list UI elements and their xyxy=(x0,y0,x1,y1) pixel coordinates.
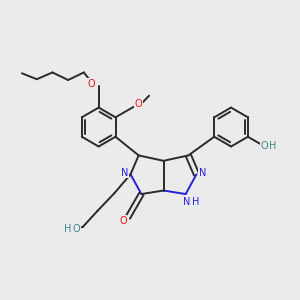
Text: O: O xyxy=(135,99,142,109)
Text: N: N xyxy=(121,168,128,178)
Text: N: N xyxy=(199,168,206,178)
Text: O: O xyxy=(87,79,95,89)
Text: H: H xyxy=(269,141,277,152)
Text: H: H xyxy=(64,224,71,234)
Text: O: O xyxy=(260,141,268,152)
Text: O: O xyxy=(73,224,81,234)
Text: H: H xyxy=(192,197,200,207)
Text: O: O xyxy=(119,216,127,226)
Text: N: N xyxy=(183,197,191,207)
